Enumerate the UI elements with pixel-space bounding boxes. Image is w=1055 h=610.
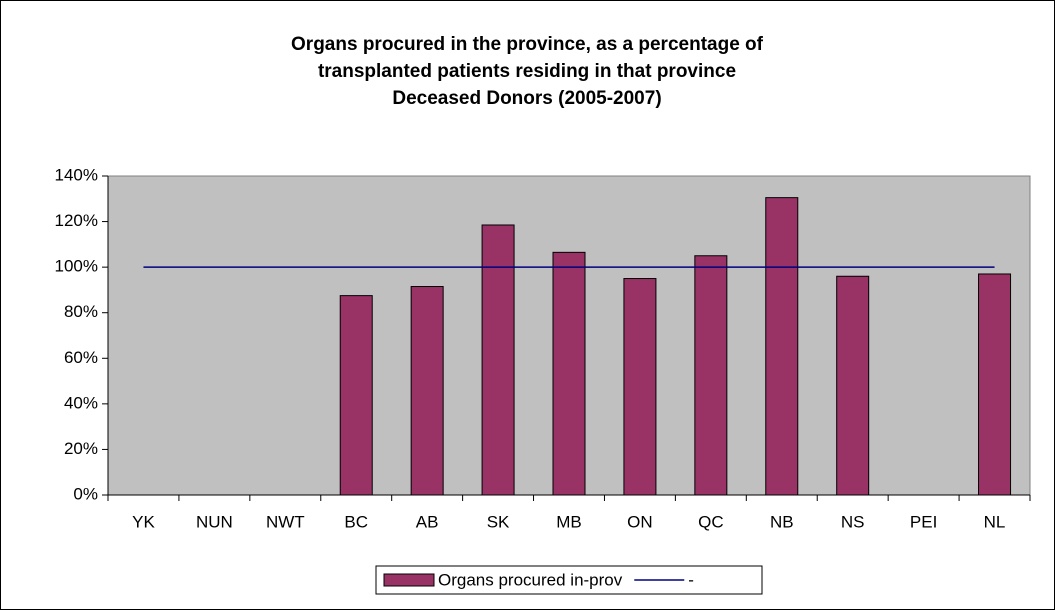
bar xyxy=(836,275,870,496)
bar xyxy=(765,197,799,496)
legend-label: - xyxy=(688,570,694,589)
x-tick-label: AB xyxy=(416,512,439,531)
legend-swatch xyxy=(383,573,435,587)
legend-label: Organs procured in-prov xyxy=(438,570,623,589)
bar xyxy=(410,286,444,496)
chart-title: Deceased Donors (2005-2007) xyxy=(392,88,661,109)
y-tick-label: 0% xyxy=(73,484,98,503)
y-tick-label: 100% xyxy=(55,257,98,276)
x-tick-label: NB xyxy=(770,512,794,531)
x-tick-label: PEI xyxy=(910,512,937,531)
bar xyxy=(481,224,515,496)
bar xyxy=(978,273,1012,496)
x-tick-label: YK xyxy=(132,512,155,531)
y-tick-label: 140% xyxy=(55,165,98,184)
y-tick-label: 80% xyxy=(64,302,98,321)
x-tick-label: NL xyxy=(984,512,1006,531)
bar xyxy=(552,251,586,496)
x-tick-label: SK xyxy=(487,512,510,531)
x-tick-label: NUN xyxy=(196,512,233,531)
y-tick-label: 40% xyxy=(64,393,98,412)
x-tick-label: ON xyxy=(627,512,653,531)
x-tick-label: NWT xyxy=(266,512,305,531)
chart-title: transplanted patients residing in that p… xyxy=(318,61,736,82)
y-tick-label: 60% xyxy=(64,348,98,367)
bar xyxy=(623,278,657,496)
y-tick-label: 120% xyxy=(55,211,98,230)
legend xyxy=(375,565,763,595)
bar xyxy=(694,255,728,496)
x-tick-label: NS xyxy=(841,512,865,531)
x-tick-label: MB xyxy=(556,512,582,531)
x-tick-label: QC xyxy=(698,512,724,531)
y-tick-label: 20% xyxy=(64,439,98,458)
x-tick-label: BC xyxy=(344,512,368,531)
bar xyxy=(339,295,373,496)
chart-title: Organs procured in the province, as a pe… xyxy=(291,34,764,55)
